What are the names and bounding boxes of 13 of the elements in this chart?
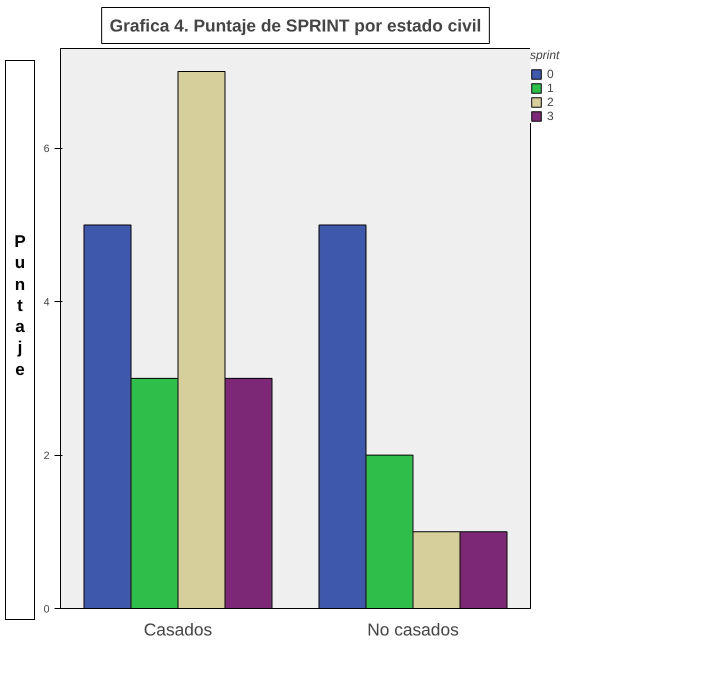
y-tick-label: 2 [44,450,50,462]
x-tick-label: No casados [367,620,460,640]
y-axis-title: Puntaje [14,231,26,380]
legend-title: sprint [530,48,561,62]
legend-label: 0 [547,67,555,81]
legend-label: 3 [547,109,555,123]
legend-label: 1 [547,81,555,95]
x-tick-label: Casados [144,620,213,640]
y-tick-label: 0 [44,604,50,616]
y-tick-label: 6 [44,143,50,156]
legend-label: 2 [547,95,555,109]
y-tick-label: 4 [44,296,50,309]
chart-title: Grafica 4. Puntaje de SPRINT por estado civil [110,16,482,36]
